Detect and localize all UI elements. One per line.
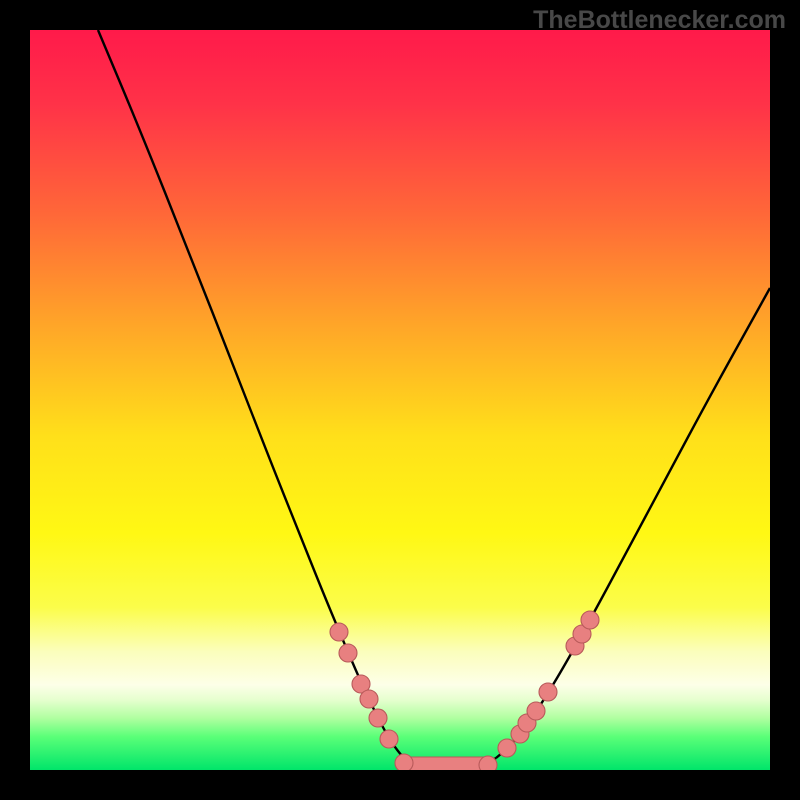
data-point	[330, 623, 348, 641]
data-point	[380, 730, 398, 748]
data-point	[498, 739, 516, 757]
chart-background	[30, 30, 770, 770]
data-point	[479, 756, 497, 770]
data-point	[339, 644, 357, 662]
data-point	[395, 754, 413, 770]
figure-outer: TheBottlenecker.com	[0, 0, 800, 800]
data-point	[539, 683, 557, 701]
data-point	[581, 611, 599, 629]
data-point	[360, 690, 378, 708]
data-point	[527, 702, 545, 720]
data-point	[369, 709, 387, 727]
chart-svg	[30, 30, 770, 770]
chart-plot-area	[30, 30, 770, 770]
